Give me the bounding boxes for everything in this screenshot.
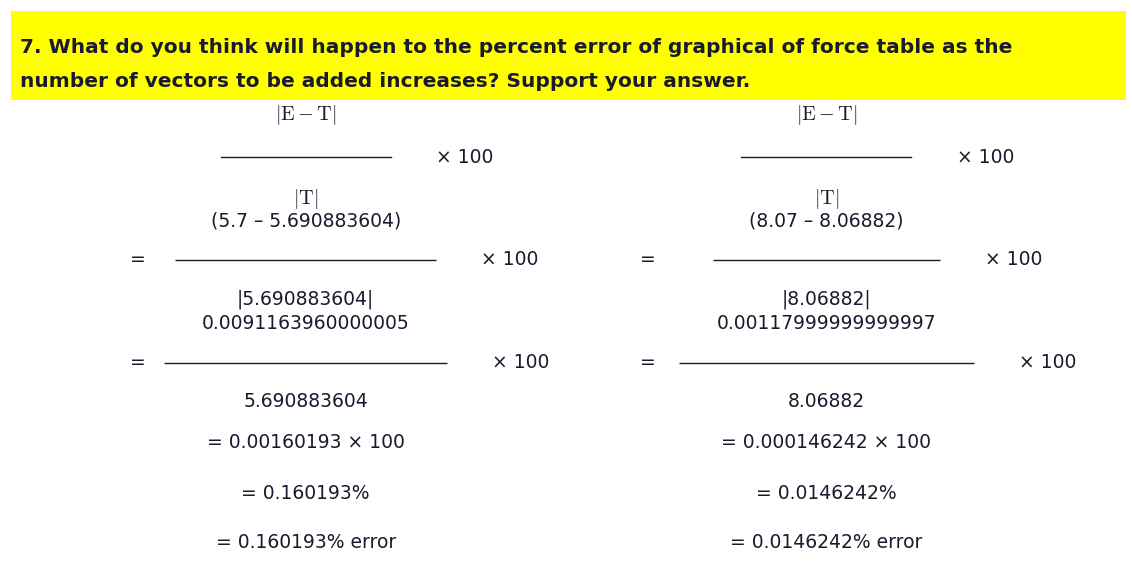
Text: 0.00117999999999997: 0.00117999999999997 — [717, 314, 936, 333]
Text: |8.06882|: |8.06882| — [781, 289, 872, 309]
Text: 5.690883604: 5.690883604 — [243, 392, 368, 411]
Text: 8.06882: 8.06882 — [788, 392, 865, 411]
Text: = 0.0146242% error: = 0.0146242% error — [730, 533, 923, 552]
Text: 0.0091163960000005: 0.0091163960000005 — [201, 314, 410, 333]
Text: $|E-T|$: $|E-T|$ — [275, 103, 336, 127]
FancyBboxPatch shape — [11, 11, 1126, 100]
Text: = 0.00160193 × 100: = 0.00160193 × 100 — [207, 433, 404, 452]
Text: = 0.160193% error: = 0.160193% error — [215, 533, 396, 552]
Text: × 100: × 100 — [492, 353, 550, 372]
Text: × 100: × 100 — [957, 147, 1014, 167]
Text: × 100: × 100 — [985, 250, 1043, 270]
Text: (8.07 – 8.06882): (8.07 – 8.06882) — [749, 211, 903, 230]
Text: × 100: × 100 — [481, 250, 539, 270]
Text: $|E-T|$: $|E-T|$ — [796, 103, 857, 127]
Text: = 0.000146242 × 100: = 0.000146242 × 100 — [721, 433, 932, 452]
Text: $|T|$: $|T|$ — [814, 187, 839, 211]
Text: × 100: × 100 — [436, 147, 494, 167]
Text: × 100: × 100 — [1019, 353, 1077, 372]
Text: =: = — [640, 250, 655, 270]
Text: =: = — [640, 353, 655, 372]
Text: |5.690883604|: |5.690883604| — [237, 289, 375, 309]
Text: number of vectors to be added increases? Support your answer.: number of vectors to be added increases?… — [20, 72, 751, 91]
Text: 7. What do you think will happen to the percent error of graphical of force tabl: 7. What do you think will happen to the … — [20, 38, 1013, 57]
Text: = 0.160193%: = 0.160193% — [241, 484, 370, 504]
Text: =: = — [130, 353, 146, 372]
Text: $|T|$: $|T|$ — [293, 187, 318, 211]
Text: =: = — [130, 250, 146, 270]
Text: (5.7 – 5.690883604): (5.7 – 5.690883604) — [211, 211, 401, 230]
Text: = 0.0146242%: = 0.0146242% — [756, 484, 897, 504]
